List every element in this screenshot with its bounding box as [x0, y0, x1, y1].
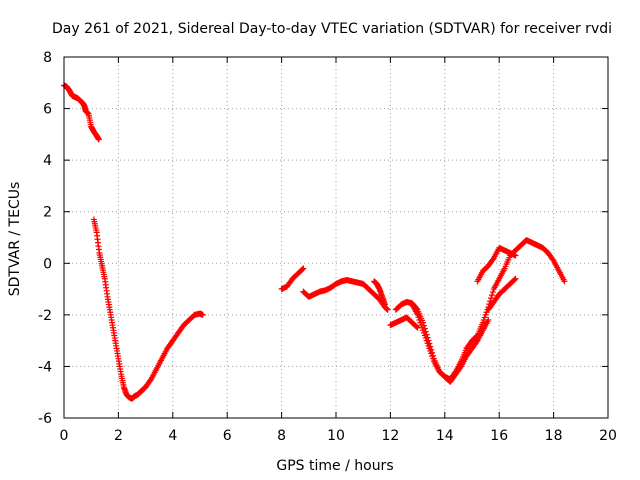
data-point — [512, 252, 519, 259]
x-tick-label: 14 — [436, 428, 454, 444]
data-point — [485, 317, 492, 324]
data-point — [300, 265, 307, 272]
x-axis-label: GPS time / hours — [276, 458, 393, 474]
x-tick-label: 16 — [490, 428, 508, 444]
y-axis-label: SDTVAR / TECUs — [7, 182, 23, 297]
data-point — [473, 338, 480, 345]
data-point — [413, 323, 420, 330]
plot-frame — [63, 56, 609, 419]
axis-ticks: 0 2 4 6 8 10 12 14 16 18 20 -6 -4 -2 0 2 4 6 8 — [38, 50, 617, 444]
data-point — [199, 311, 206, 318]
y-tick-label: 2 — [43, 205, 52, 221]
series-seg2 — [90, 216, 206, 402]
x-tick-label: 20 — [599, 428, 617, 444]
y-tick-label: 4 — [43, 153, 52, 169]
data-point — [488, 295, 495, 302]
y-tick-label: -6 — [38, 411, 52, 427]
x-tick-label: 8 — [277, 428, 286, 444]
data-point — [457, 364, 464, 371]
y-tick-label: 8 — [43, 50, 52, 66]
series-seg4 — [300, 277, 391, 313]
x-tick-label: 6 — [223, 428, 232, 444]
data-point — [95, 136, 102, 143]
data-point — [489, 289, 496, 296]
x-tick-label: 2 — [114, 428, 123, 444]
data-point — [299, 266, 306, 273]
data-point — [561, 278, 568, 285]
x-tick-label: 12 — [381, 428, 399, 444]
chart-title: Day 261 of 2021, Sidereal Day-to-day VTE… — [52, 21, 612, 37]
data-point — [381, 301, 388, 308]
grid-lines — [64, 57, 608, 418]
series-seg7 — [392, 237, 568, 383]
series-seg8 — [409, 301, 492, 385]
y-tick-label: 0 — [43, 256, 52, 272]
data-point — [549, 256, 556, 263]
y-tick-label: 6 — [43, 102, 52, 118]
series-seg5 — [371, 278, 388, 308]
data-point — [384, 306, 391, 313]
data-point — [489, 256, 496, 263]
data-point — [512, 275, 519, 282]
data-point — [147, 377, 154, 384]
x-tick-label: 10 — [327, 428, 345, 444]
y-tick-label: -2 — [38, 308, 52, 324]
series-seg3 — [278, 265, 307, 293]
x-tick-label: 18 — [545, 428, 563, 444]
x-tick-label: 0 — [60, 428, 69, 444]
series-seg10 — [485, 275, 519, 313]
data-points — [61, 82, 568, 402]
y-tick-label: -4 — [38, 359, 52, 375]
data-point — [511, 276, 518, 283]
series-seg1 — [61, 82, 102, 143]
series-seg9 — [474, 244, 519, 285]
series-seg6 — [387, 314, 421, 331]
data-point — [488, 292, 495, 299]
x-tick-label: 4 — [168, 428, 177, 444]
